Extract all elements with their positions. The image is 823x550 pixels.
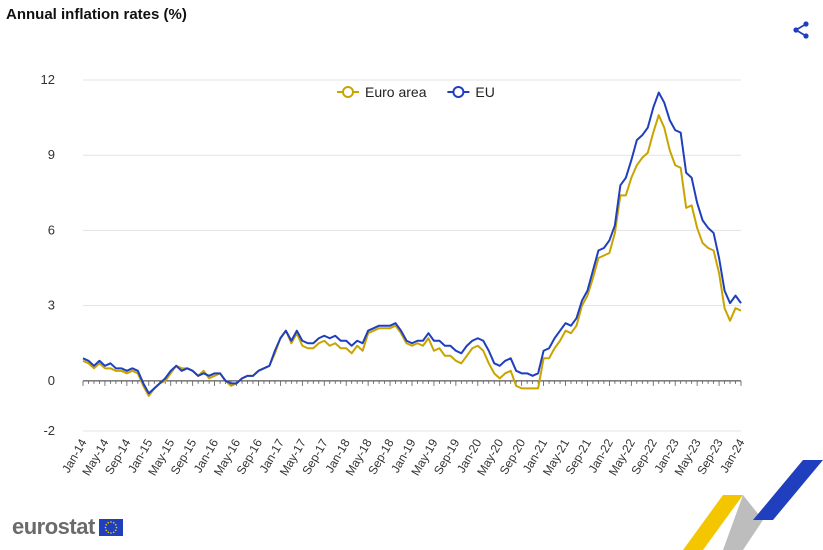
chart-title: Annual inflation rates (%) bbox=[6, 6, 187, 23]
y-tick-label: 12 bbox=[41, 72, 55, 87]
y-tick-label: 0 bbox=[48, 373, 55, 388]
eu-flag-icon bbox=[98, 518, 123, 536]
legend-label: Euro area bbox=[365, 84, 427, 100]
y-tick-label: 9 bbox=[48, 147, 55, 162]
legend-item-euro-area[interactable]: Euro area bbox=[337, 84, 427, 100]
decorative-chevrons bbox=[683, 460, 823, 550]
share-icon[interactable] bbox=[791, 20, 811, 40]
series-lines bbox=[82, 91, 742, 397]
y-tick-label: -2 bbox=[43, 423, 55, 438]
y-axis: -2 0 3 6 9 12 bbox=[41, 72, 55, 438]
grid bbox=[83, 79, 741, 432]
eurostat-logo[interactable]: eurostat bbox=[12, 514, 123, 540]
legend-label: EU bbox=[475, 84, 494, 100]
brand-name: eurostat bbox=[12, 514, 95, 539]
y-tick-label: 6 bbox=[48, 222, 55, 237]
series-line-euro-area bbox=[82, 114, 742, 397]
y-tick-label: 3 bbox=[48, 298, 55, 313]
legend-item-eu[interactable]: EU bbox=[447, 84, 495, 100]
legend[interactable]: Euro area EU bbox=[337, 84, 495, 100]
x-axis: Jan-14May-14Sep-14Jan-15May-15Sep-15Jan-… bbox=[59, 380, 748, 478]
legend-marker bbox=[452, 86, 465, 98]
series-line-eu bbox=[82, 91, 742, 395]
legend-marker bbox=[342, 86, 354, 98]
